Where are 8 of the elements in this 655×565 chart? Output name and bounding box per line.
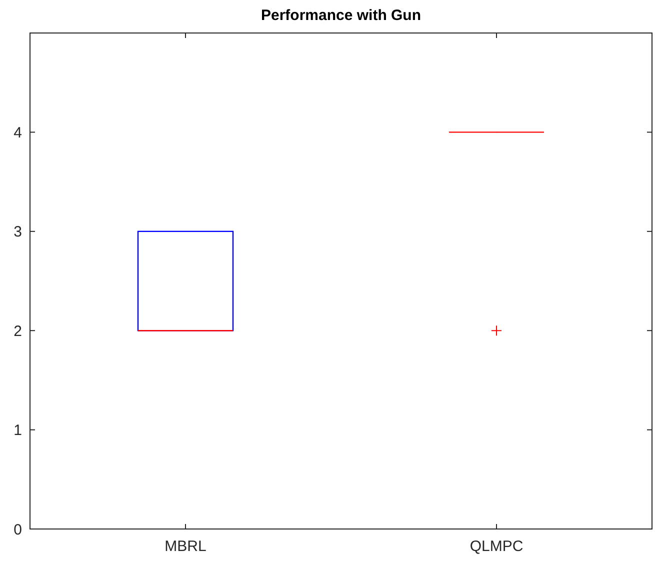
x-tick-label: QLMPC — [470, 538, 524, 555]
chart-title: Performance with Gun — [260, 7, 422, 24]
y-tick-label: 0 — [14, 521, 22, 538]
y-tick-label: 1 — [14, 422, 22, 440]
y-tick-label: 4 — [14, 124, 22, 142]
y-tick-label: 3 — [14, 224, 22, 241]
x-tick-label: MBRL — [164, 538, 206, 555]
y-tick-label: 2 — [14, 322, 22, 340]
